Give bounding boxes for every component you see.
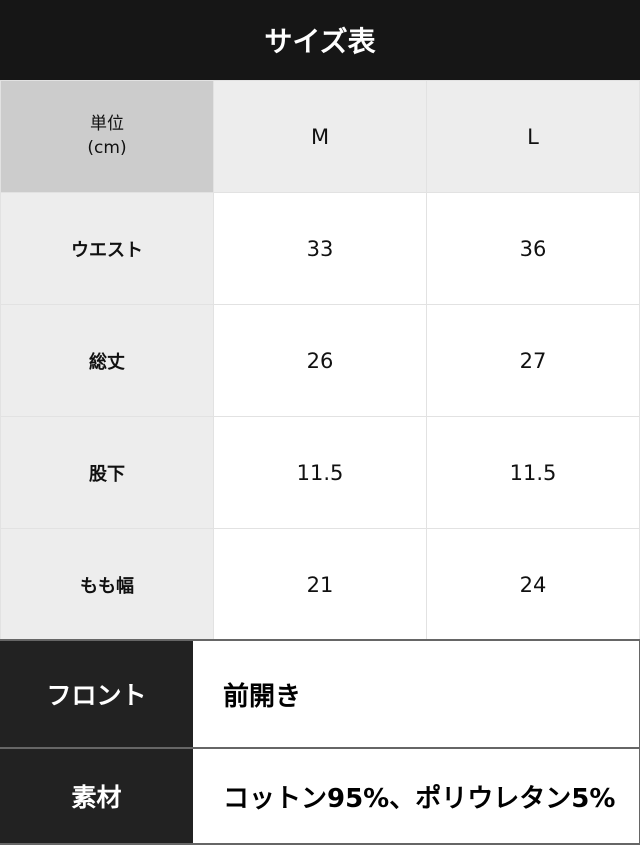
detail-value: 前開き [193, 641, 640, 747]
detail-label: フロント [0, 641, 193, 747]
cell-value: 36 [426, 192, 640, 305]
table-header-row: 単位 (cm) M L [0, 80, 640, 193]
detail-value: コットン95%、ポリウレタン5% [193, 749, 640, 843]
column-header-l: L [426, 80, 640, 193]
cell-value: 11.5 [213, 416, 427, 529]
unit-value: (cm) [87, 137, 127, 158]
cell-value: 27 [426, 304, 640, 417]
table-row: 股下 11.5 11.5 [0, 416, 640, 529]
column-header-m: M [213, 80, 427, 193]
table-row: もも幅 21 24 [0, 528, 640, 641]
cell-value: 11.5 [426, 416, 640, 529]
row-label: ウエスト [0, 192, 214, 305]
unit-label: 単位 [90, 113, 124, 134]
table-row: ウエスト 33 36 [0, 192, 640, 305]
table-row: 総丈 26 27 [0, 304, 640, 417]
detail-label: 素材 [0, 749, 193, 843]
unit-header: 単位 (cm) [0, 80, 214, 193]
cell-value: 26 [213, 304, 427, 417]
details-table: フロント 前開き 素材 コットン95%、ポリウレタン5% [0, 639, 640, 845]
cell-value: 21 [213, 528, 427, 641]
row-label: 股下 [0, 416, 214, 529]
page-title: サイズ表 [0, 0, 640, 80]
cell-value: 33 [213, 192, 427, 305]
cell-value: 24 [426, 528, 640, 641]
detail-row-material: 素材 コットン95%、ポリウレタン5% [0, 749, 640, 845]
size-table: 単位 (cm) M L ウエスト 33 36 総丈 26 27 股下 11.5 … [0, 80, 640, 641]
row-label: 総丈 [0, 304, 214, 417]
row-label: もも幅 [0, 528, 214, 641]
detail-row-front: フロント 前開き [0, 641, 640, 749]
